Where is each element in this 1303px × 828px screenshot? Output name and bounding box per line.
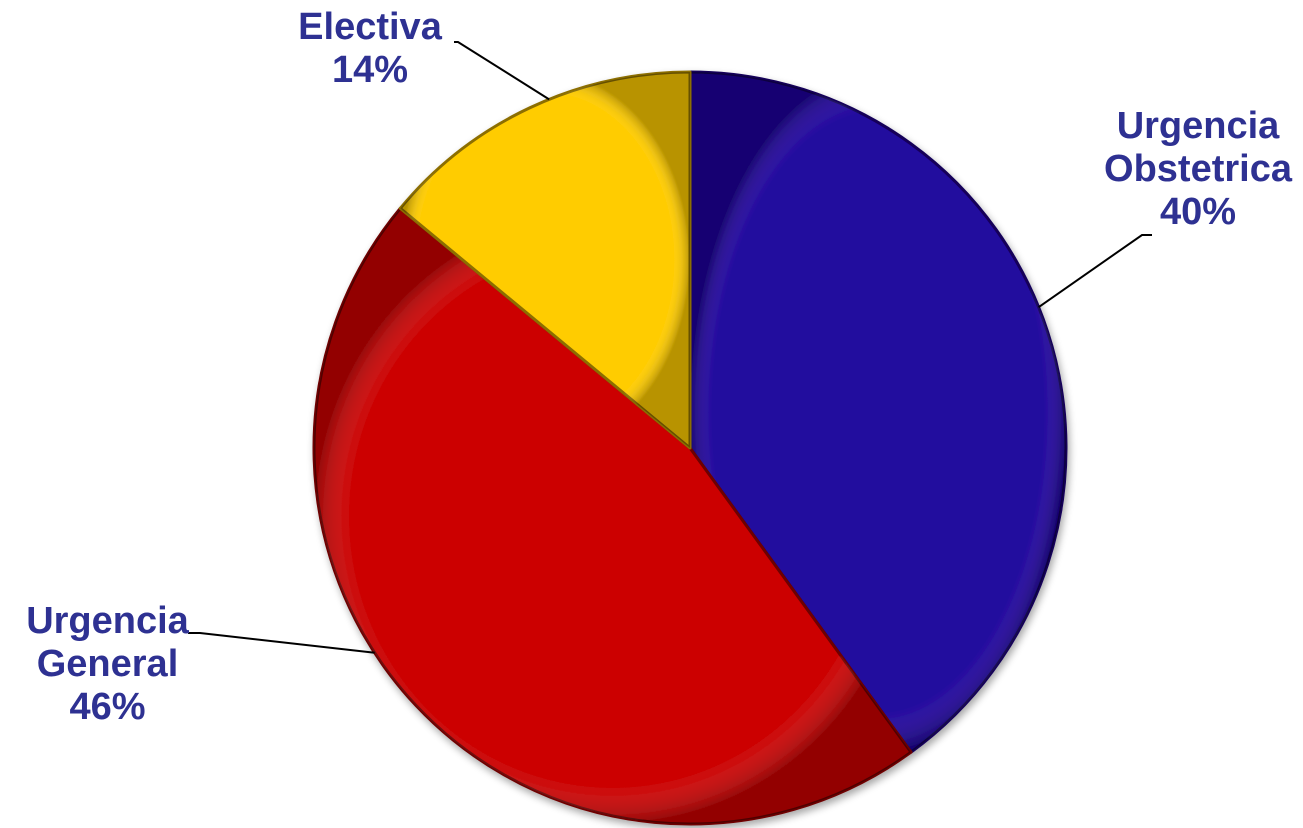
slice-label-electiva: Electiva 14% bbox=[285, 6, 455, 92]
slice-label-urgencia-obstetrica: Urgencia Obstetrica 40% bbox=[1088, 105, 1303, 234]
leader-line-electiva bbox=[454, 41, 550, 101]
leader-line-urgencia-general bbox=[188, 632, 375, 654]
slice-value-label: 40% bbox=[1159, 191, 1237, 233]
slice-label-line: Urgencia bbox=[26, 600, 189, 642]
pie-slice-bevel bbox=[400, 72, 690, 448]
pie-slice-bevel bbox=[314, 208, 912, 824]
pie-slice-bevel bbox=[690, 72, 1066, 753]
slice-label-line: Urgencia bbox=[1116, 105, 1280, 147]
slice-label-urgencia-general: Urgencia General 46% bbox=[0, 600, 215, 729]
slice-label-line: Obstetrica bbox=[1104, 148, 1292, 190]
slice-value-label: 46% bbox=[69, 686, 146, 728]
slice-label-line: Electiva bbox=[298, 6, 442, 48]
leader-line-urgencia-obstetrica bbox=[1038, 234, 1152, 308]
slice-label-line: General bbox=[36, 643, 179, 685]
slice-value-label: 14% bbox=[331, 49, 409, 91]
